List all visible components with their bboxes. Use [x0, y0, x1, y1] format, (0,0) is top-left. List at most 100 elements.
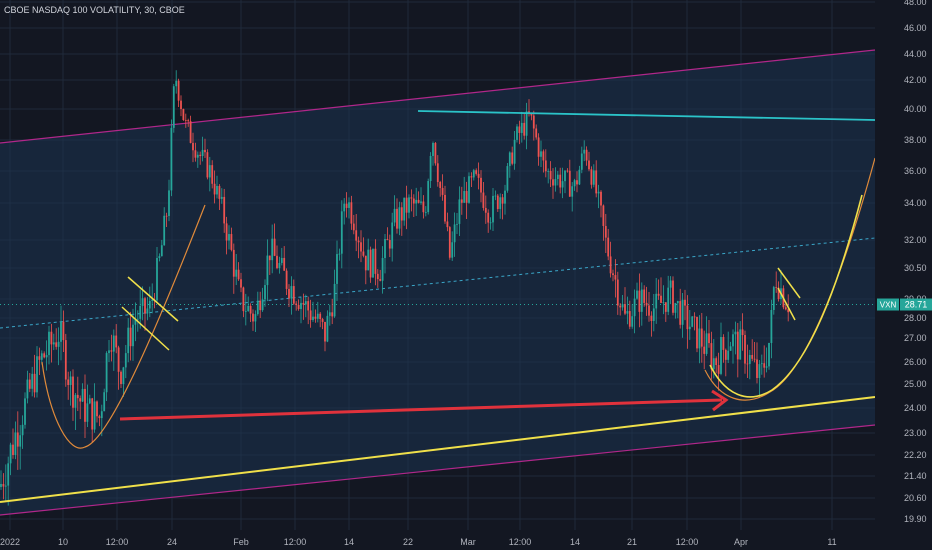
- candle-body: [98, 416, 101, 419]
- candle-body: [484, 207, 487, 213]
- x-tick-label: 24: [167, 537, 177, 547]
- candle-body: [715, 358, 718, 366]
- candle-body: [379, 279, 382, 281]
- candle-body: [660, 295, 662, 303]
- candle-body: [698, 328, 701, 349]
- last-price-tag: VXN 28.71: [877, 298, 932, 311]
- candle-body: [489, 222, 492, 224]
- candle-body: [28, 379, 31, 389]
- candle-body: [350, 202, 353, 224]
- candle-body: [338, 253, 341, 255]
- candle-body: [667, 287, 670, 312]
- candle-body: [21, 424, 24, 436]
- flag-right-upper: [777, 267, 801, 299]
- candle-body: [232, 249, 235, 277]
- candle-body: [261, 299, 264, 311]
- candle-body: [120, 371, 122, 385]
- x-tick-label: 2022: [0, 537, 20, 547]
- candle-body: [588, 160, 590, 170]
- candle-body: [592, 170, 595, 185]
- candle-body: [309, 310, 312, 320]
- x-tick-label: Mar: [460, 537, 476, 547]
- candle-body: [772, 287, 775, 310]
- candle-body: [746, 363, 749, 365]
- candle-body: [14, 432, 17, 455]
- symbol-tag-text: VXN: [880, 301, 897, 310]
- candle-body: [122, 367, 125, 385]
- candle-body: [652, 308, 655, 322]
- candle-body: [448, 227, 451, 258]
- candle-body: [326, 315, 329, 342]
- candle-body: [566, 170, 569, 172]
- candle-body: [64, 340, 67, 380]
- candle-body: [146, 308, 149, 314]
- candle-body: [624, 304, 626, 314]
- candle-body: [700, 328, 703, 347]
- candle-body: [84, 388, 86, 422]
- candle-body: [604, 225, 607, 238]
- candle-body: [249, 305, 252, 314]
- y-tick-label: 30.50: [904, 263, 927, 273]
- candle-body: [295, 303, 298, 306]
- candle-body: [357, 240, 360, 243]
- candle-body: [480, 177, 482, 193]
- candle-body: [182, 108, 185, 121]
- candle-body: [626, 311, 629, 314]
- candle-body: [103, 392, 106, 412]
- candle-body: [693, 316, 696, 318]
- candle-body: [453, 224, 456, 243]
- candle-body: [432, 143, 434, 156]
- candle-body: [674, 303, 677, 313]
- y-tick-label: 42.00: [904, 75, 927, 85]
- candle-body: [50, 331, 53, 345]
- candle-body: [115, 335, 118, 348]
- candle-body: [189, 121, 192, 143]
- candle-body: [331, 312, 334, 317]
- candle-body: [300, 302, 302, 310]
- candle-body: [530, 113, 533, 116]
- candle-body: [595, 170, 598, 194]
- flag-left-upper: [127, 276, 179, 322]
- candle-body: [86, 403, 89, 422]
- candle-body: [165, 215, 168, 217]
- candle-body: [775, 287, 778, 288]
- candle-body: [672, 280, 674, 313]
- x-tick-label: Feb: [233, 537, 249, 547]
- candle-body: [724, 349, 727, 360]
- candle-body: [319, 313, 322, 320]
- candle-body: [607, 237, 610, 257]
- candle-body: [544, 160, 547, 172]
- candle-body: [374, 248, 377, 274]
- candle-body: [621, 304, 624, 308]
- candle-body: [184, 120, 187, 121]
- candle-body: [278, 262, 281, 269]
- candle-body: [532, 115, 535, 129]
- candle-body: [256, 300, 259, 315]
- candle-body: [223, 196, 226, 224]
- y-tick-label: 32.00: [904, 235, 927, 245]
- candle-body: [292, 286, 295, 304]
- candle-body: [88, 398, 91, 404]
- candle-body: [777, 287, 780, 300]
- candle-body: [290, 286, 293, 299]
- candle-body: [501, 197, 504, 204]
- candle-body: [583, 149, 586, 154]
- candle-body: [117, 347, 120, 372]
- y-tick-label: 36.00: [904, 166, 927, 176]
- candle-body: [763, 363, 766, 368]
- candle-body: [472, 170, 475, 178]
- candle-body: [112, 335, 115, 352]
- candle-body: [324, 321, 326, 342]
- candle-body: [703, 346, 706, 354]
- symbol-tag-bg: [877, 298, 899, 311]
- candle-body: [477, 173, 480, 178]
- candle-body: [753, 358, 756, 360]
- candle-body: [52, 342, 55, 345]
- candle-body: [369, 249, 372, 278]
- candle-body: [285, 270, 288, 289]
- candle-body: [384, 239, 386, 259]
- candle-body: [158, 256, 161, 259]
- candle-body: [110, 350, 113, 352]
